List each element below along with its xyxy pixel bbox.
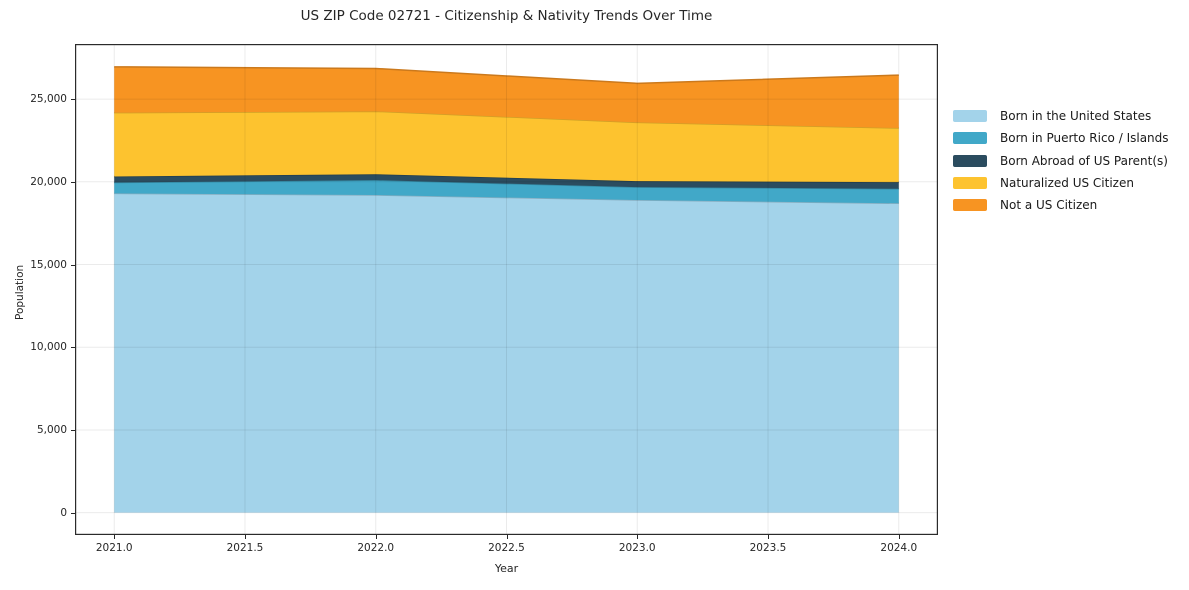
y-tick-label: 0 — [60, 506, 67, 519]
legend-swatch — [953, 132, 987, 145]
y-tick-mark — [71, 181, 75, 183]
legend-label: Born in the United States — [1000, 109, 1152, 124]
x-tick-label: 2024.0 — [880, 542, 918, 554]
plot-area — [75, 44, 938, 535]
area-series-4 — [114, 66, 899, 129]
y-axis-title: Population — [14, 264, 26, 320]
legend: Born in the United States Born in Puerto … — [953, 105, 1189, 216]
x-tick-label: 2023.5 — [749, 542, 787, 554]
legend-label: Born in Puerto Rico / Islands — [1000, 131, 1169, 146]
area-series-3 — [114, 111, 899, 183]
x-tick-mark — [506, 535, 508, 539]
area-series-2 — [114, 174, 899, 189]
area-series-0 — [114, 193, 899, 513]
y-tick-label: 5,000 — [36, 423, 67, 436]
legend-item-0: Born in the United States — [953, 105, 1189, 127]
y-tick-mark — [71, 512, 75, 514]
x-tick-mark — [244, 535, 246, 539]
y-tick-label: 10,000 — [30, 341, 67, 354]
y-tick-label: 25,000 — [30, 93, 67, 106]
x-tick-mark — [768, 535, 769, 539]
y-tick-mark — [71, 429, 75, 431]
area-edge-4 — [114, 66, 899, 85]
legend-label: Born Abroad of US Parent(s) — [1000, 153, 1168, 168]
x-tick-mark — [898, 535, 900, 539]
legend-swatch — [953, 154, 987, 167]
x-tick-label: 2023.0 — [618, 542, 656, 554]
x-tick-mark — [637, 535, 639, 539]
x-tick-label: 2022.5 — [488, 542, 525, 554]
y-tick-mark — [71, 347, 75, 349]
x-tick-label: 2022.0 — [357, 542, 395, 554]
y-tick-label: 20,000 — [30, 175, 67, 188]
y-tick-mark — [71, 99, 75, 101]
y-tick-mark — [71, 264, 75, 266]
x-tick-mark — [375, 535, 377, 539]
stacked-area-chart — [75, 44, 938, 535]
legend-swatch — [953, 177, 987, 190]
x-tick-mark — [114, 535, 116, 539]
legend-item-2: Born Abroad of US Parent(s) — [953, 150, 1189, 172]
legend-item-1: Born in Puerto Rico / Islands — [953, 127, 1189, 149]
plot-spines — [75, 44, 938, 535]
legend-item-3: Naturalized US Citizen — [953, 172, 1189, 194]
legend-item-4: Not a US Citizen — [953, 194, 1189, 216]
legend-swatch — [953, 199, 987, 212]
x-axis-title: Year — [494, 562, 519, 575]
area-series-1 — [114, 180, 899, 204]
x-tick-label: 2021.0 — [95, 542, 133, 554]
legend-swatch — [953, 110, 987, 123]
legend-label: Naturalized US Citizen — [1000, 176, 1134, 191]
y-tick-label: 15,000 — [30, 258, 67, 271]
legend-label: Not a US Citizen — [1000, 198, 1098, 213]
chart-title: US ZIP Code 02721 - Citizenship & Nativi… — [300, 8, 713, 24]
x-tick-label: 2021.5 — [226, 542, 264, 554]
